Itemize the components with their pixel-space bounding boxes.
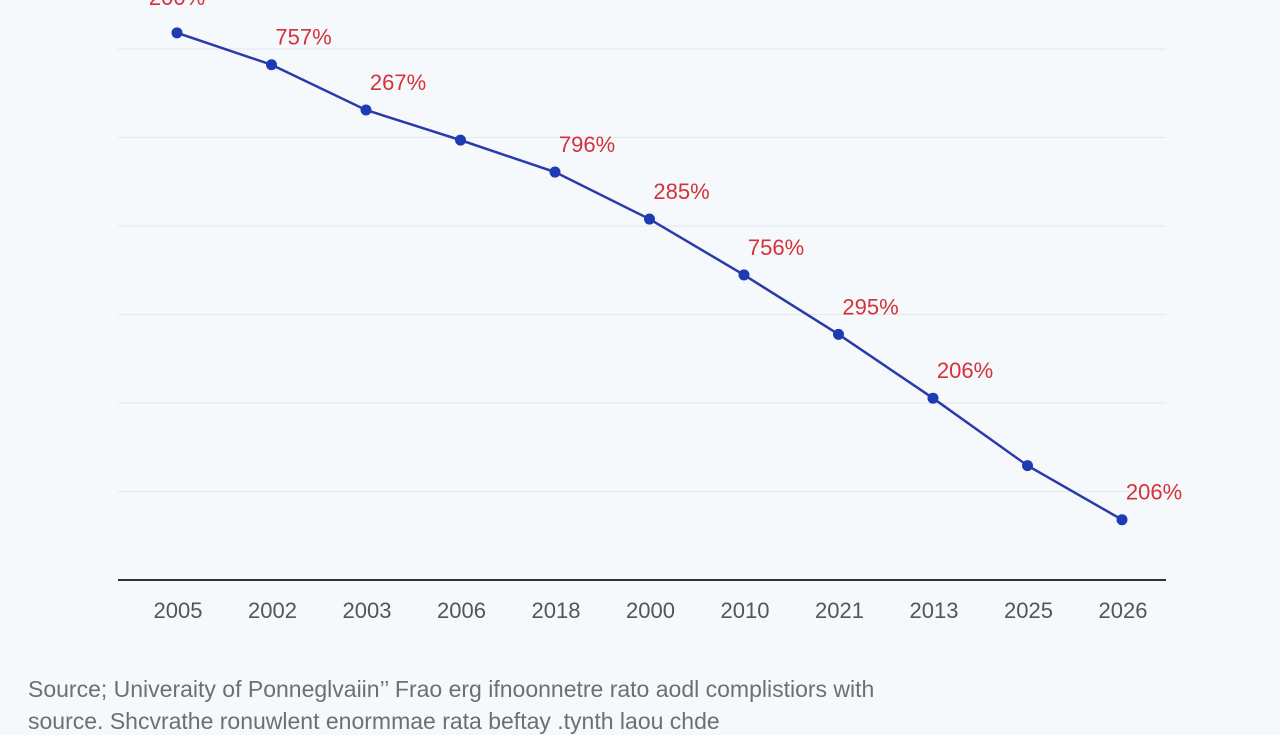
data-point <box>266 59 277 71</box>
source-note-continued: source. Shcvrathe ronuwlent enormmae rat… <box>28 708 720 734</box>
data-point <box>455 134 466 146</box>
data-label: 206% <box>937 358 993 383</box>
data-point <box>644 213 655 225</box>
data-point <box>1116 514 1128 526</box>
source-note: Source; Univeraity of Ponneglvaiin’’ Fra… <box>28 676 875 702</box>
line-chart: 200% 2005 757% 2002 267% 2003 2006 796% 2018 285%… <box>118 0 1182 623</box>
data-point <box>360 104 372 116</box>
x-tick-label: 2002 <box>248 598 297 623</box>
data-label: 757% <box>275 25 331 50</box>
data-point <box>738 269 750 281</box>
data-label: 756% <box>748 235 804 260</box>
series-line <box>176 31 1123 521</box>
x-tick-label: 2013 <box>910 598 959 623</box>
data-label: 295% <box>842 294 898 319</box>
data-point <box>171 27 183 39</box>
data-point <box>927 392 939 404</box>
x-tick-label: 2010 <box>721 598 770 623</box>
data-point <box>1022 460 1033 472</box>
data-point <box>833 328 844 340</box>
x-tick-label: 2021 <box>815 598 864 623</box>
data-label: 206% <box>1126 480 1182 505</box>
x-tick-label: 2000 <box>626 598 675 623</box>
data-point <box>549 166 561 178</box>
x-tick-label: 2018 <box>532 598 581 623</box>
x-tick-label: 2025 <box>1004 598 1053 623</box>
x-tick-label: 2006 <box>437 598 486 623</box>
data-label: 267% <box>370 70 426 95</box>
data-label: 285% <box>653 179 709 204</box>
x-tick-label: 2026 <box>1099 598 1148 623</box>
x-tick-label: 2005 <box>154 598 203 623</box>
x-tick-label: 2003 <box>343 598 392 623</box>
data-label: 200% <box>149 0 205 10</box>
data-label: 796% <box>559 132 615 157</box>
